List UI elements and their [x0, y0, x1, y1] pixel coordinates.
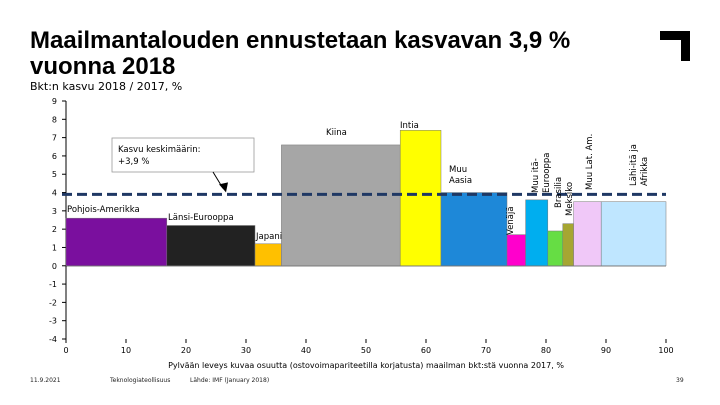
y-tick-label: -1	[49, 280, 57, 289]
bar-intia	[399, 130, 442, 267]
bar-label-muu-lat-am-: Muu Lat. Am.	[585, 134, 595, 190]
bar-label-intia: Intia	[400, 121, 419, 131]
y-tick-label: -2	[49, 298, 57, 307]
x-tick-label: 0	[63, 346, 68, 355]
bar-label-line: Aasia	[449, 176, 472, 186]
bar-label-line: Lähi-itä ja	[629, 144, 639, 186]
y-tick-label: 7	[52, 134, 57, 143]
bar-label-l-nsi-eurooppa: Länsi-Eurooppa	[168, 213, 234, 223]
bar-label-meksiko: Meksiko	[565, 182, 575, 216]
corner-bracket-icon	[660, 31, 690, 61]
x-tick-label: 40	[301, 346, 311, 355]
average-arrow-head	[219, 182, 228, 193]
page-title: Maailmantalouden ennustetaan kasvavan 3,…	[30, 27, 571, 80]
x-tick-label: 100	[658, 346, 673, 355]
bar-muu-aasia	[440, 192, 508, 267]
bar-label-kiina: Kiina	[326, 128, 347, 138]
bar-label-line: Afrikka	[640, 157, 650, 186]
bar-label-line: Venäjä	[506, 206, 516, 235]
average-callout-box	[111, 137, 255, 173]
y-tick-label: 9	[52, 97, 57, 106]
average-callout-label: Kasvu keskimäärin: +3,9 %	[118, 145, 201, 167]
y-tick-label: 1	[52, 243, 57, 252]
bar-label-pohjois-amerikka: Pohjois-Amerikka	[67, 205, 140, 215]
page-number: 39	[676, 377, 684, 384]
average-callout-line: +3,9 %	[118, 157, 149, 167]
y-tick-label: 4	[52, 189, 57, 198]
y-tick-label: 2	[52, 225, 57, 234]
chart-subtitle: Bkt:n kasvu 2018 / 2017, %	[30, 80, 183, 93]
footer-date: 11.9.2021	[30, 377, 61, 384]
bar-label-line: Brasilia	[554, 177, 564, 208]
y-tick-label: 8	[52, 115, 57, 124]
x-tick-label: 50	[361, 346, 371, 355]
bar-label-line: Eurooppa	[542, 153, 552, 193]
bar-label-line: Muu itä-	[531, 158, 541, 193]
bar-pohjois-amerikka	[65, 217, 168, 267]
bar-label-brasilia: Brasilia	[554, 177, 564, 208]
y-tick-label: 5	[52, 170, 57, 179]
bar-label-muu-aasia: Muu Aasia	[449, 165, 472, 186]
bar-muu-lat-am-	[573, 201, 602, 267]
x-tick-label: 60	[421, 346, 431, 355]
bar-label-line: Meksiko	[565, 182, 575, 216]
bar-l-hi-it-ja-afrikka	[600, 201, 667, 267]
bar-muu-it-eurooppa	[525, 199, 549, 267]
bar-l-nsi-eurooppa	[166, 225, 256, 267]
x-tick-label: 10	[121, 346, 131, 355]
bar-ven-j-	[506, 234, 526, 267]
x-tick-label: 80	[541, 346, 551, 355]
average-callout-line: Kasvu keskimäärin:	[118, 145, 201, 155]
footer-organization: Teknologiateollisuus	[110, 377, 171, 384]
bar-meksiko	[562, 223, 574, 267]
bar-label-l-hi-it-ja-afrikka: Lähi-itä jaAfrikka	[629, 144, 650, 186]
bar-japani	[254, 243, 282, 267]
y-tick-label: -4	[49, 335, 57, 344]
y-tick-label: -3	[49, 317, 57, 326]
y-tick-label: 3	[52, 207, 57, 216]
x-tick-label: 70	[481, 346, 491, 355]
bar-label-line: Muu Lat. Am.	[585, 134, 595, 190]
bar-label-ven-j-: Venäjä	[506, 206, 516, 235]
footer-source: Lähde: IMF (January 2018)	[190, 377, 270, 384]
x-axis-label: Pylvään leveys kuvaa osuutta (ostovoimap…	[168, 361, 564, 370]
y-tick-label: 6	[52, 152, 57, 161]
x-tick-label: 90	[601, 346, 611, 355]
bar-label-muu-it-eurooppa: Muu itä-Eurooppa	[531, 153, 552, 193]
x-tick-label: 20	[181, 346, 191, 355]
x-tick-label: 30	[241, 346, 251, 355]
y-tick-label: 0	[52, 262, 57, 271]
bar-label-japani: Japani	[255, 232, 282, 242]
bar-brasilia	[547, 230, 564, 267]
bar-kiina	[281, 144, 401, 267]
bar-label-line: Muu	[449, 165, 467, 175]
